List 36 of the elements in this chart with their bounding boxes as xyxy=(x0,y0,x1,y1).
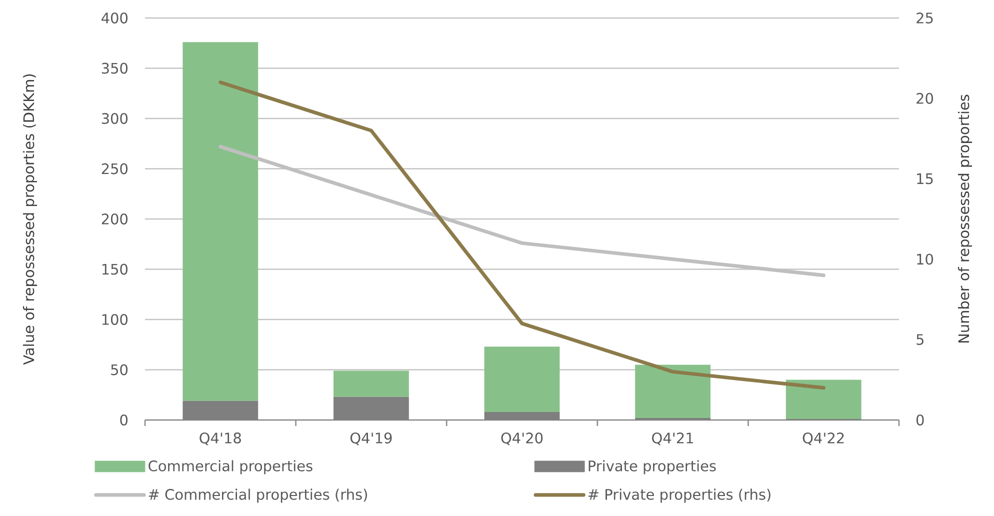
y-tick-label: 350 xyxy=(102,62,128,74)
y-tick-label: 0 xyxy=(120,414,128,426)
y-axis-title: Value of repossessed proporties (DKKm) xyxy=(22,74,38,365)
bar xyxy=(182,400,258,420)
bar xyxy=(484,412,560,420)
x-tick-label: Q4'19 xyxy=(350,432,392,446)
bar xyxy=(182,42,258,401)
line-series xyxy=(218,80,826,390)
legend-label: # Commercial properties (rhs) xyxy=(148,488,368,503)
y2-tick-label: 10 xyxy=(917,254,934,265)
y2-tick-label: 15 xyxy=(917,173,933,184)
y-tick-label: 150 xyxy=(102,264,128,275)
y2-axis-title: Number of repossessed proporties xyxy=(958,94,972,343)
x-tick-label: Q4'22 xyxy=(802,432,844,446)
y2-tick-label: 0 xyxy=(916,414,924,426)
bar xyxy=(484,346,560,412)
bar xyxy=(786,380,862,419)
legend-label: # Private properties (rhs) xyxy=(588,488,770,503)
x-tick-label: Q4'20 xyxy=(501,432,543,446)
y-tick-label: 200 xyxy=(102,214,128,224)
bar xyxy=(334,370,409,397)
y-tick-label: 100 xyxy=(102,314,128,325)
y-tick-label: 50 xyxy=(111,364,128,376)
x-tick-label: Q4'21 xyxy=(652,432,693,446)
legend-label: Commercial properties xyxy=(148,460,312,474)
y2-tick-label: 5 xyxy=(916,334,924,345)
line-series xyxy=(218,144,826,278)
legend-label: Private properties xyxy=(588,460,716,474)
bar xyxy=(635,364,711,418)
x-tick-label: Q4'18 xyxy=(200,432,241,446)
y-tick-label: 250 xyxy=(102,163,128,174)
y-tick-label: 300 xyxy=(102,113,128,124)
y-tick-label: 400 xyxy=(102,12,128,24)
bar xyxy=(334,396,409,420)
y2-tick-label: 20 xyxy=(916,92,934,104)
y2-tick-label: 25 xyxy=(916,12,933,24)
